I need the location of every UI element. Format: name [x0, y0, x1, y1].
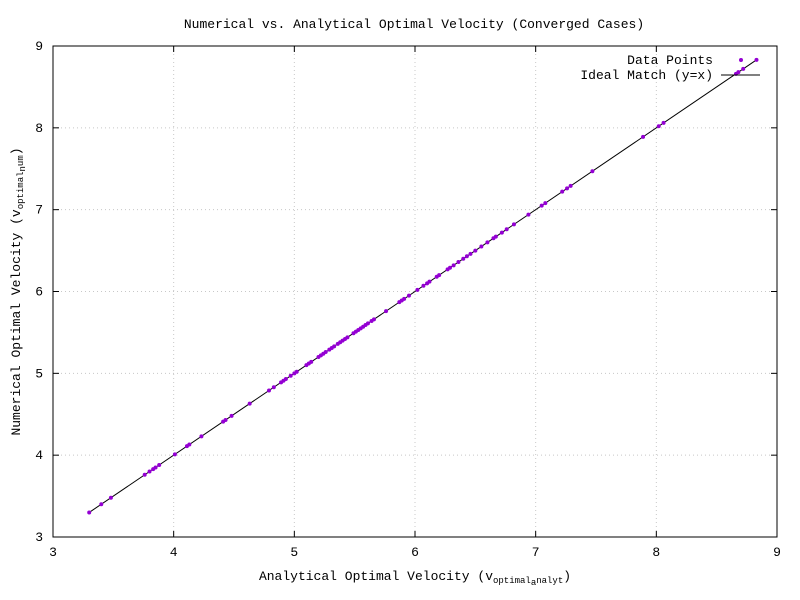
data-point	[294, 369, 299, 374]
x-tick-label: 6	[411, 545, 419, 560]
data-point	[661, 120, 666, 125]
y-axis-label-part: optimal	[16, 171, 26, 209]
data-point	[499, 230, 504, 235]
x-tick-label: 7	[532, 545, 540, 560]
data-point	[99, 502, 104, 507]
data-point	[384, 309, 389, 314]
legend-point-marker	[739, 58, 743, 62]
data-point	[526, 212, 531, 217]
data-point	[229, 413, 234, 418]
data-point	[172, 452, 177, 457]
data-point	[447, 265, 452, 270]
data-point	[451, 263, 456, 268]
x-axis-label-part: a	[531, 578, 537, 588]
data-point	[288, 373, 293, 378]
data-point	[157, 462, 162, 467]
x-axis-label: Analytical Optimal Velocity (voptimalana…	[259, 569, 571, 588]
data-point	[468, 251, 473, 256]
data-point	[153, 465, 158, 470]
data-point	[415, 287, 420, 292]
data-point	[741, 66, 746, 71]
data-point	[345, 335, 350, 340]
data-point	[461, 256, 466, 261]
y-tick-label: 7	[35, 203, 43, 218]
data-point	[187, 442, 192, 447]
y-axis-label: Numerical Optimal Velocity (voptimalnum)	[9, 147, 28, 435]
data-point	[590, 169, 595, 174]
data-point	[283, 377, 288, 382]
data-point	[543, 201, 548, 206]
chart-title: Numerical vs. Analytical Optimal Velocit…	[184, 17, 644, 32]
data-point	[641, 134, 646, 139]
x-axis-label-text: Analytical Optimal Velocity (voptimalana…	[259, 569, 571, 588]
y-tick-label: 9	[35, 39, 43, 54]
data-point	[560, 189, 565, 194]
data-point	[247, 401, 252, 406]
data-point	[371, 317, 376, 322]
data-point	[456, 260, 461, 265]
x-axis-label-part: nalyt	[536, 576, 563, 586]
data-point	[437, 273, 442, 278]
data-point	[464, 254, 469, 259]
y-axis-label-part: )	[9, 147, 24, 155]
data-point	[365, 321, 370, 326]
data-point	[266, 388, 271, 393]
data-point	[473, 248, 478, 253]
data-point	[332, 344, 337, 349]
x-tick-label: 9	[773, 545, 781, 560]
legend-label: Data Points	[627, 53, 713, 68]
x-tick-label: 3	[49, 545, 57, 560]
data-point	[142, 472, 147, 477]
data-point	[511, 222, 516, 227]
data-point	[323, 350, 328, 355]
data-point	[402, 296, 407, 301]
data-point	[656, 124, 661, 129]
data-point	[147, 469, 152, 474]
x-tick-label: 4	[170, 545, 178, 560]
y-tick-label: 3	[35, 530, 43, 545]
y-axis-label-part: Numerical Optimal Velocity (v	[9, 209, 24, 435]
data-point	[485, 240, 490, 245]
x-axis-label-part: optimal	[493, 576, 531, 586]
y-axis-label-text: Numerical Optimal Velocity (voptimalnum)	[9, 147, 28, 435]
y-tick-label: 4	[35, 448, 43, 463]
data-point	[504, 227, 509, 232]
data-point	[223, 417, 228, 422]
data-point	[406, 293, 411, 298]
x-tick-label: 8	[652, 545, 660, 560]
data-point	[736, 70, 741, 75]
data-point	[87, 510, 92, 515]
data-point	[427, 279, 432, 284]
data-point	[539, 203, 544, 208]
y-axis-label-part: n	[18, 166, 28, 171]
y-tick-label: 8	[35, 121, 43, 136]
data-point	[479, 244, 484, 249]
x-tick-label: 5	[290, 545, 298, 560]
y-tick-label: 6	[35, 285, 43, 300]
series-layer	[87, 57, 759, 515]
x-axis-label-part: )	[563, 569, 571, 584]
data-point	[754, 57, 759, 62]
x-axis-label-part: Analytical Optimal Velocity (v	[259, 569, 493, 584]
data-point	[108, 495, 113, 500]
data-point	[565, 186, 570, 191]
data-point	[309, 359, 314, 364]
y-tick-label: 5	[35, 366, 43, 381]
data-point	[493, 234, 498, 239]
ticks: 3 4 5 6 7 8 9 3 4 5 6 7 8 9	[35, 39, 781, 560]
data-point	[421, 283, 426, 288]
data-point	[199, 434, 204, 439]
data-point	[271, 385, 276, 390]
y-axis-label-part: um	[16, 155, 26, 166]
data-point	[568, 183, 573, 188]
legend-label: Ideal Match (y=x)	[580, 68, 713, 83]
